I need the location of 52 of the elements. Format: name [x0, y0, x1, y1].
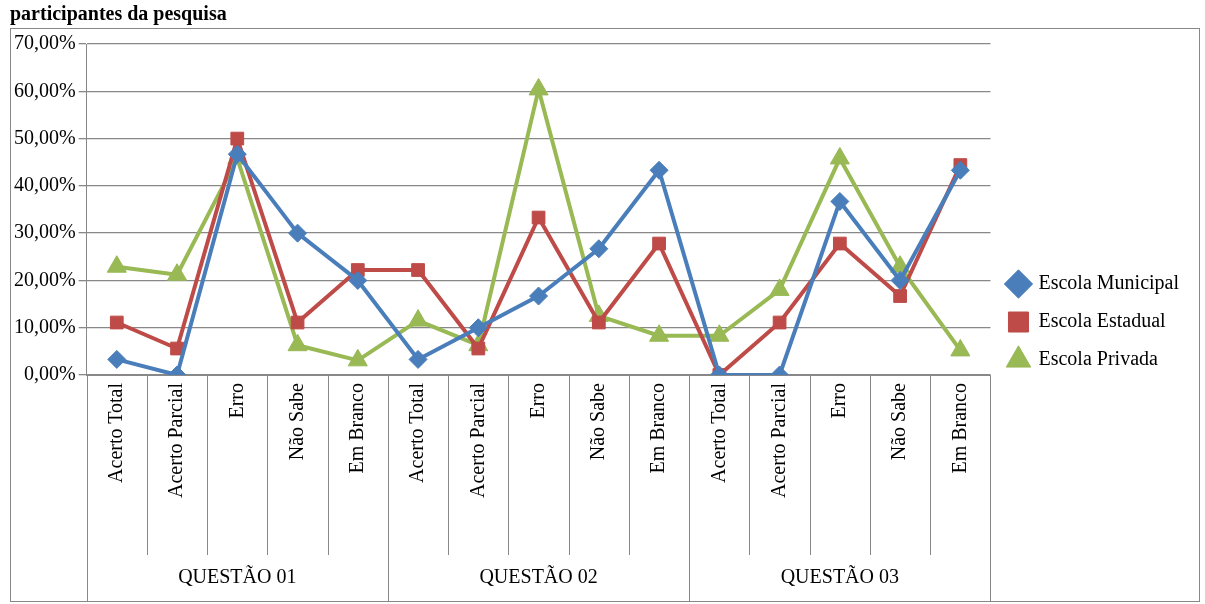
point — [411, 263, 425, 277]
point — [772, 315, 787, 330]
point — [290, 315, 305, 330]
legend-label: Escola Municipal — [1038, 271, 1180, 295]
point — [950, 160, 970, 180]
y-tick-label: 20,00% — [13, 267, 76, 290]
point — [408, 349, 428, 369]
point — [348, 270, 368, 290]
x-tick-label: Não Sabe — [887, 382, 910, 461]
x-tick-label: Acerto Parcial — [164, 382, 187, 498]
x-tick-label: Acerto Total — [405, 382, 428, 483]
point — [652, 236, 666, 251]
point — [890, 270, 910, 290]
y-tick-label: 70,00% — [13, 31, 76, 54]
point — [107, 349, 127, 369]
point — [531, 210, 546, 225]
y-tick-label: 30,00% — [13, 220, 76, 243]
x-tick-label: Não Sabe — [586, 382, 609, 461]
x-tick-label: Erro — [224, 383, 247, 419]
point — [230, 131, 245, 146]
x-tick-label: Erro — [525, 383, 548, 419]
point — [288, 223, 308, 243]
point — [468, 318, 488, 338]
y-tick-label: 0,00% — [23, 362, 76, 385]
y-tick-label: 60,00% — [13, 78, 76, 101]
legend-label: Escola Estadual — [1038, 309, 1167, 332]
y-tick-label: 40,00% — [13, 173, 76, 196]
x-tick-label: Acerto Parcial — [766, 382, 789, 498]
text: QUESTÃO 01 — [178, 564, 297, 588]
point — [589, 239, 609, 259]
x-tick-label: Acerto Total — [706, 382, 729, 483]
x-tick-label: Não Sabe — [284, 382, 307, 461]
x-tick-label: Acerto Parcial — [465, 382, 488, 498]
point — [591, 315, 606, 330]
point — [109, 315, 124, 330]
x-tick-label: Em Branco — [947, 383, 970, 474]
point — [170, 341, 184, 356]
point — [649, 160, 669, 180]
x-tick-label: Em Branco — [345, 383, 368, 474]
x-tick-label: Erro — [827, 383, 850, 419]
point — [529, 286, 549, 306]
x-tick-label: Em Branco — [646, 383, 669, 474]
x-tick-label: Acerto Total — [104, 382, 127, 483]
point — [830, 191, 850, 211]
text: QUESTÃO 02 — [479, 564, 598, 588]
legend-label: Escola Privada — [1038, 347, 1159, 370]
y-tick-label: 10,00% — [13, 314, 76, 337]
text: QUESTÃO 03 — [780, 564, 900, 588]
point — [893, 289, 907, 303]
chart-title: participantes da pesquisa — [10, 2, 227, 25]
point — [832, 236, 847, 251]
y-tick-label: 50,00% — [13, 125, 76, 148]
